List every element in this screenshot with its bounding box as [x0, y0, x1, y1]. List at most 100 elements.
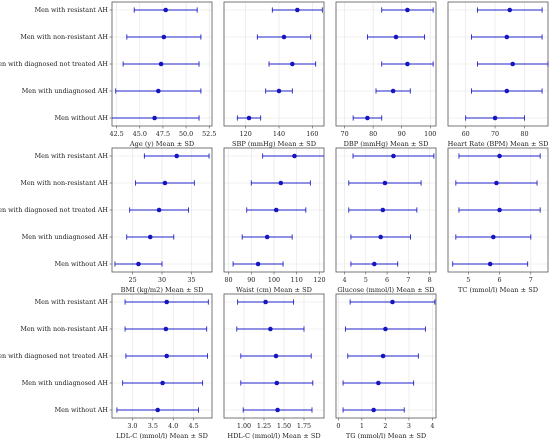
mean-point [492, 115, 498, 121]
x-tick-label: 120 [313, 276, 325, 284]
x-tick-label: 80 [224, 276, 232, 284]
panel-frame [223, 293, 325, 419]
mean-point [161, 34, 167, 40]
x-axis-label: Heart Rate (BPM) Mean ± SD [448, 140, 549, 148]
x-tick-label: 42.5 [110, 130, 124, 138]
x-tick-label: 70 [341, 130, 349, 138]
mean-point [497, 153, 502, 159]
panel-frame [447, 147, 549, 273]
mean-point [155, 407, 161, 413]
mean-point [275, 407, 280, 413]
y-tick-label: Men with undiagnosed AH [22, 233, 109, 241]
x-tick-label: 30 [158, 276, 166, 284]
x-tick-label: 4 [430, 422, 434, 430]
x-tick-label: 90 [247, 276, 255, 284]
mean-point [136, 261, 141, 267]
x-tick-label: 7 [529, 276, 533, 284]
x-tick-label: 3.0 [127, 422, 137, 430]
mean-point [491, 234, 496, 240]
y-tick-label: Men without AH [55, 406, 109, 414]
x-tick-label: 47.5 [156, 130, 170, 138]
panel-9: 3.0 3.5 4.0 4.5 LDL-C (mmol/l) Mean ± SD Men … [0, 293, 213, 440]
x-tick-label: 4.5 [189, 422, 199, 430]
y-tick-label: Men with undiagnosed AH [22, 87, 109, 95]
x-tick-label: 2 [383, 422, 387, 430]
x-tick-label: 1.25 [257, 422, 271, 430]
panel-1: 42.5 45.0 47.5 50.0 52.5 Age (y) Mean ± SD Men… [0, 1, 216, 148]
x-tick-label: 50.0 [179, 130, 193, 138]
x-axis-label: Glucose (mmol/l) Mean ± SD [337, 286, 434, 294]
y-tick-label: Men with undiagnosed AH [22, 379, 109, 387]
mean-point [365, 115, 370, 121]
mean-point [255, 261, 261, 267]
x-axis-label: LDL-C (mmol/l) Mean ± SD [116, 432, 208, 440]
x-tick-label: 100 [424, 130, 436, 138]
y-tick-label: Men with diagnosed not treated AH [0, 60, 108, 68]
x-axis-label: BMI (kg/m2) Mean ± SD [121, 286, 204, 294]
mean-point [405, 61, 410, 67]
mean-point [405, 7, 410, 13]
panel-frame [335, 1, 437, 127]
x-tick-label: 90 [398, 130, 406, 138]
mean-point [162, 180, 168, 186]
x-tick-label: 3 [407, 422, 411, 430]
x-tick-label: 35 [187, 276, 195, 284]
mean-point [376, 380, 381, 386]
mean-point [494, 180, 499, 186]
y-tick-label: Men with resistant AH [35, 298, 109, 306]
mean-point [276, 88, 282, 94]
x-axis-label: DBP (mmHg) Mean ± SD [344, 140, 429, 148]
mean-point [273, 353, 279, 359]
x-tick-label: 110 [291, 276, 303, 284]
panel-3: 70 80 90 100 DBP (mmHg) Mean ± SD [335, 1, 437, 148]
mean-point [156, 207, 162, 213]
x-tick-label: 8 [428, 276, 432, 284]
x-tick-label: 52.5 [202, 130, 216, 138]
x-tick-label: 100 [268, 276, 280, 284]
panel-10: 1.00 1.25 1.50 1.75 HDL-C (mmol/l) Mean ± SD [223, 293, 325, 440]
x-tick-label: 120 [240, 130, 252, 138]
x-tick-label: 160 [306, 130, 318, 138]
mean-point [290, 61, 295, 67]
mean-point [160, 380, 165, 386]
panel-frame [223, 1, 325, 127]
x-tick-label: 6 [385, 276, 389, 284]
mean-point [278, 180, 284, 186]
mean-point [487, 261, 493, 267]
x-tick-label: 4 [342, 276, 346, 284]
x-tick-label: 1.75 [297, 422, 311, 430]
x-tick-label: 80 [369, 130, 377, 138]
mean-point [246, 115, 252, 121]
mean-point [383, 326, 388, 332]
mean-point [371, 407, 376, 413]
mean-point [164, 353, 169, 359]
mean-point [504, 88, 510, 94]
mean-point [155, 88, 161, 94]
x-tick-label: 140 [273, 130, 285, 138]
x-axis-label: Age (y) Mean ± SD [129, 140, 194, 148]
mean-point [158, 61, 164, 67]
x-axis-label: Waist (cm) Mean ± SD [236, 286, 312, 294]
x-tick-label: 25 [129, 276, 137, 284]
x-tick-label: 1 [360, 422, 364, 430]
mean-point [273, 207, 279, 213]
y-tick-label: Men without AH [55, 114, 109, 122]
x-tick-label: 5 [364, 276, 368, 284]
mean-point [268, 326, 273, 332]
y-tick-label: Men with non-resistant AH [20, 325, 108, 333]
mean-point [371, 261, 377, 267]
x-tick-label: 4.0 [168, 422, 178, 430]
y-tick-label: Men with resistant AH [35, 6, 109, 14]
mean-point [163, 7, 169, 13]
panel-7: 4 5 6 7 8 Glucose (mmol/l) Mean ± SD [335, 147, 437, 294]
mean-point [393, 34, 399, 40]
panel-5: 25 30 35 BMI (kg/m2) Mean ± SD Men with resi… [0, 147, 213, 294]
x-axis-label: SBP (mmHg) Mean ± SD [232, 140, 316, 148]
x-tick-label: 60 [462, 130, 470, 138]
panel-frame [335, 293, 437, 419]
mean-point [174, 153, 180, 159]
panel-8: 5 6 7 TC (mmol/l) Mean ± SD [447, 147, 549, 294]
mean-point [510, 61, 516, 67]
